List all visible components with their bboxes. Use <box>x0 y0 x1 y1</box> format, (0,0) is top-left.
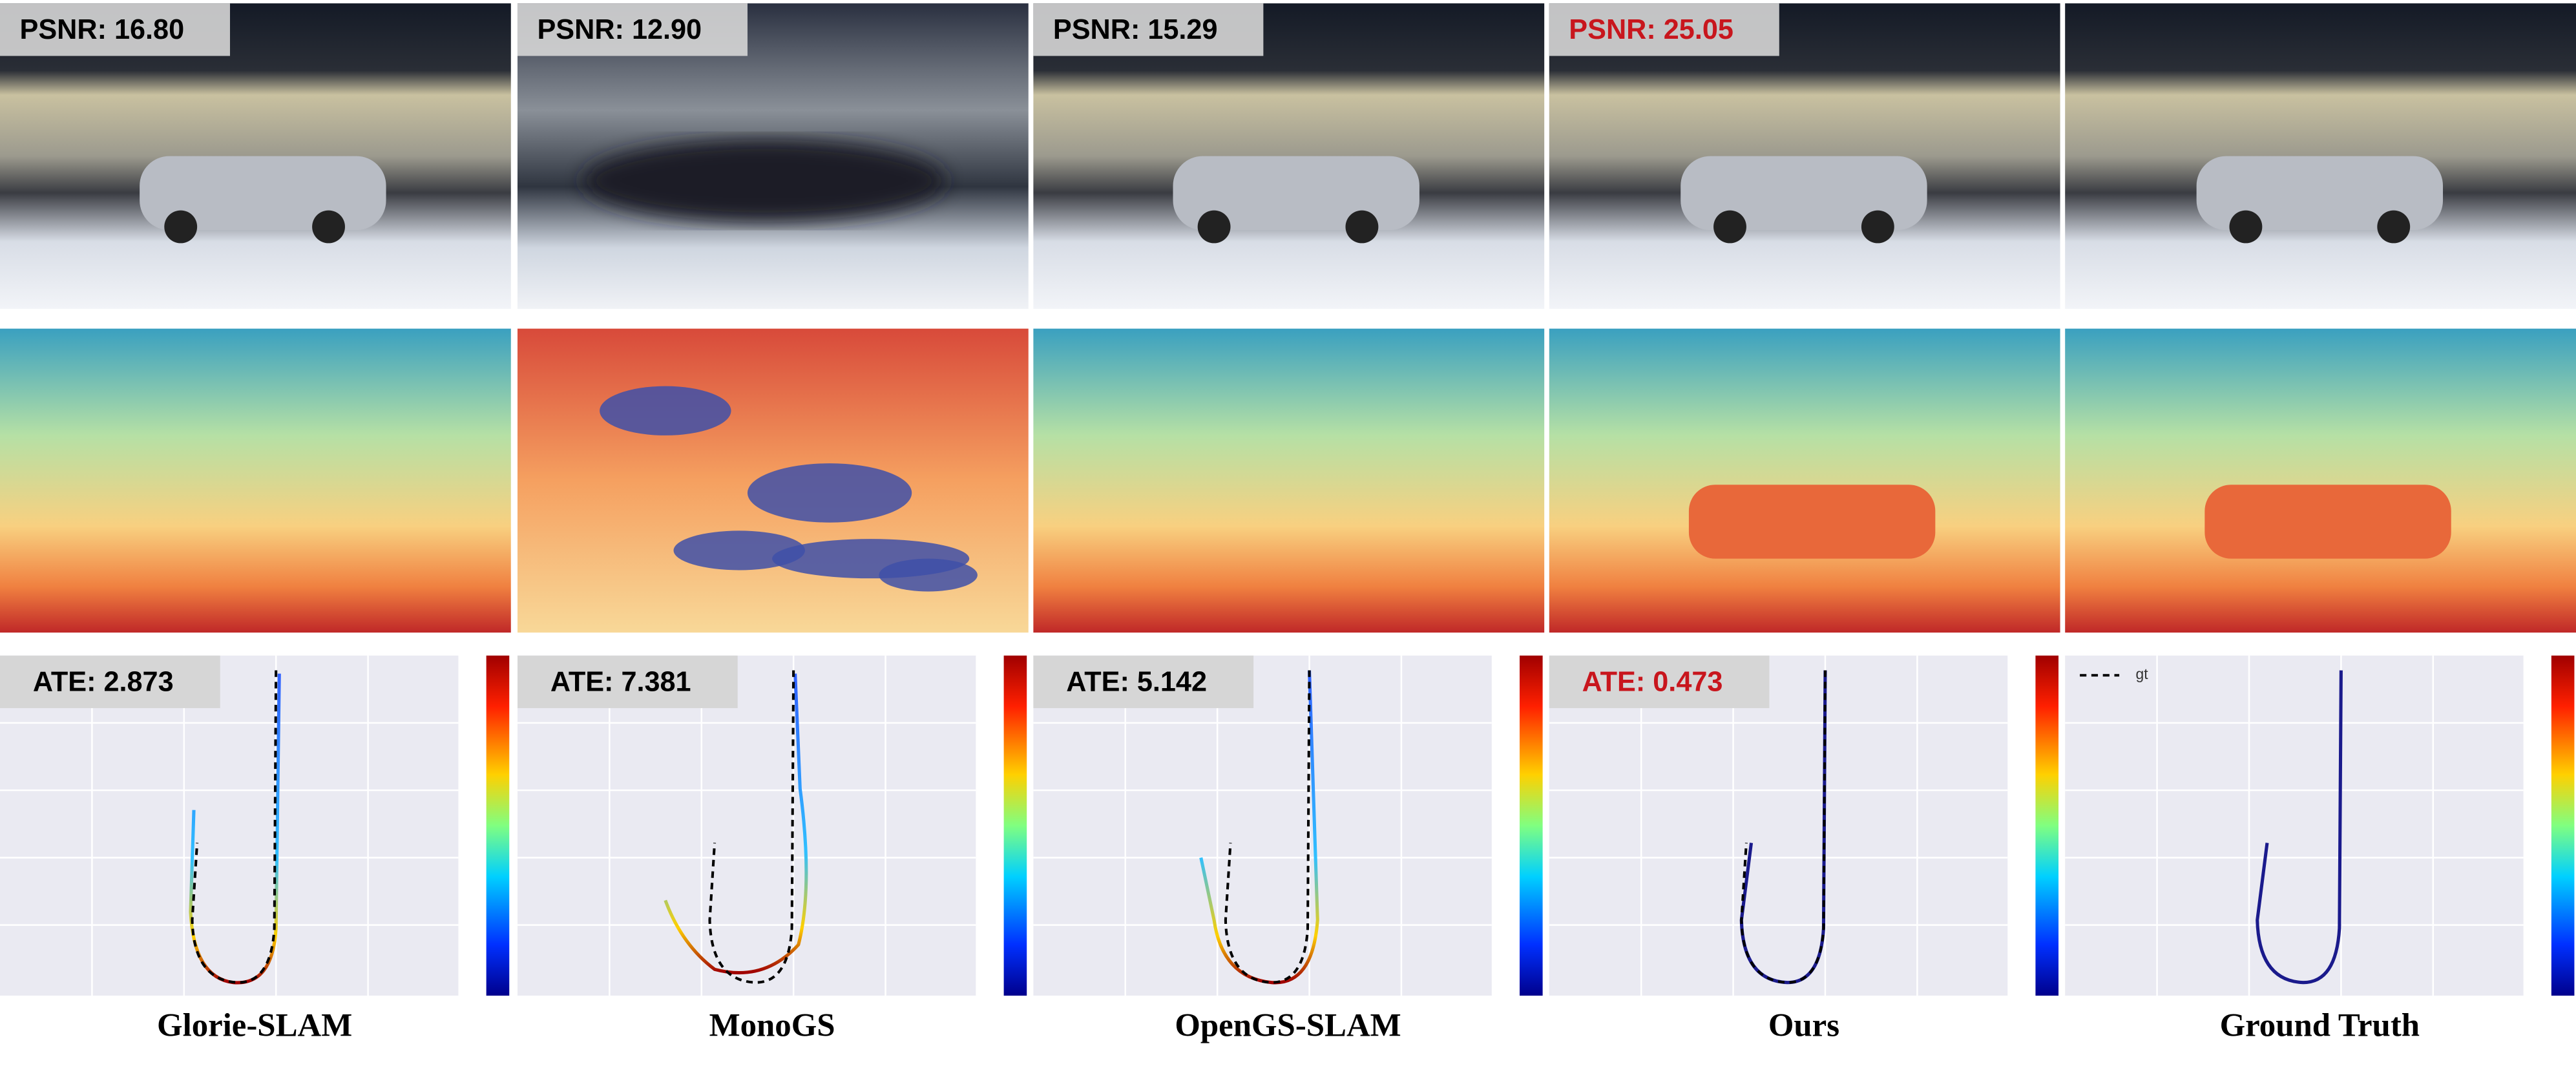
plot-bg <box>2065 655 2524 996</box>
trajectory <box>1199 670 1319 985</box>
gt-trajectory <box>1740 670 1827 984</box>
method-name: OpenGS-SLAM <box>1175 1007 1401 1043</box>
plot-bg <box>517 655 976 996</box>
label-box <box>517 3 748 56</box>
legend-label: gt <box>2136 665 2149 682</box>
psnr-label: PSNR: 25.05 <box>1569 14 1733 45</box>
label-box <box>1549 3 1779 56</box>
car <box>1681 156 1927 231</box>
depth-blob <box>673 530 805 571</box>
plot-bg <box>1033 655 1492 996</box>
wheel <box>2377 210 2411 244</box>
colorbar <box>2551 655 2575 996</box>
method-name: Ground Truth <box>2220 1007 2420 1043</box>
wheel <box>312 210 345 244</box>
wheel <box>1345 210 1379 244</box>
depth-blob <box>879 558 978 592</box>
gt-trajectory <box>191 670 278 984</box>
label-box <box>0 3 230 56</box>
depth-image <box>1549 328 2060 633</box>
gt-trajectory <box>708 670 795 984</box>
label-box <box>1033 3 1264 56</box>
wheel <box>2229 210 2263 244</box>
car <box>2196 156 2444 231</box>
depth-blob <box>747 463 912 523</box>
psnr-label: PSNR: 12.90 <box>537 14 702 45</box>
colorbar <box>1003 655 1027 996</box>
method-name: Ours <box>1768 1007 1839 1043</box>
depth-image <box>2065 328 2576 633</box>
blur-blob <box>583 140 945 222</box>
plot-bg <box>1549 655 2008 996</box>
depth-blob <box>600 386 731 435</box>
trajectory <box>2256 670 2343 985</box>
label-box <box>1033 655 1254 709</box>
plot-bg <box>0 655 459 996</box>
psnr-label: PSNR: 15.29 <box>1053 14 1218 45</box>
depth-car <box>2204 485 2451 559</box>
depth-car <box>1688 485 1936 559</box>
wheel <box>1861 210 1894 244</box>
label-box <box>517 655 738 709</box>
method-name: MonoGS <box>709 1007 835 1043</box>
method-name: Glorie-SLAM <box>157 1007 352 1043</box>
colorbar <box>486 655 510 996</box>
ate-label: ATE: 2.873 <box>33 666 174 697</box>
ate-label: ATE: 0.473 <box>1582 666 1723 697</box>
wheel <box>1713 210 1746 244</box>
colorbar <box>1520 655 1543 996</box>
label-box <box>1549 655 1770 709</box>
wheel <box>164 210 198 244</box>
ate-label: ATE: 5.142 <box>1066 666 1207 697</box>
label-box <box>0 655 220 709</box>
ate-label: ATE: 7.381 <box>550 666 691 697</box>
depth-image <box>1033 328 1545 633</box>
gt-trajectory <box>1224 670 1311 984</box>
psnr-label: PSNR: 16.80 <box>20 14 185 45</box>
wheel <box>1197 210 1231 244</box>
trajectory <box>664 673 808 975</box>
colorbar <box>2035 655 2059 996</box>
depth-image <box>0 328 511 633</box>
